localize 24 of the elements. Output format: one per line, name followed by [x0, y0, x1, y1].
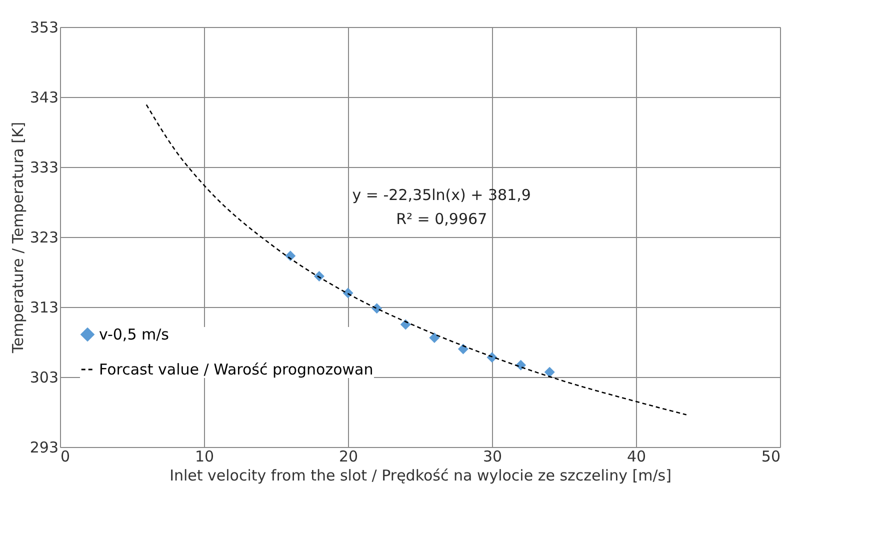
x-tick-label: 0 [60, 448, 70, 466]
legend-label: v-0,5 m/s [99, 326, 170, 344]
x-tick-label: 50 [761, 448, 780, 466]
y-tick-label: 323 [30, 228, 58, 246]
point [429, 332, 440, 344]
y-tick-label: 313 [30, 298, 58, 316]
y-axis-title: Temperature / Temperatura [K] [8, 122, 27, 354]
point [314, 270, 324, 282]
x-tick-label: 20 [338, 448, 358, 466]
legend-label: Forcast value / Warość prognozowan [99, 360, 374, 378]
y-tick-label: 333 [30, 158, 58, 176]
y-tick-label: 293 [30, 438, 58, 456]
x-tick-label: 10 [194, 448, 214, 466]
point [400, 319, 411, 330]
annotation: R² = 0,9967 [396, 210, 488, 228]
x-tick-label: 30 [482, 448, 502, 466]
x-tick-label: 40 [626, 448, 646, 466]
point [544, 366, 555, 378]
y-tick-label: 353 [30, 18, 58, 36]
point [458, 344, 468, 354]
annotation: y = -22,35ln(x) + 381,9 [352, 186, 531, 204]
x-axis-title: Inlet velocity from the slot / Prędkość na wylocie ze szczeliny [m/s] [170, 466, 672, 484]
y-tick-label: 343 [30, 88, 58, 106]
y-tick-label: 303 [30, 368, 58, 386]
